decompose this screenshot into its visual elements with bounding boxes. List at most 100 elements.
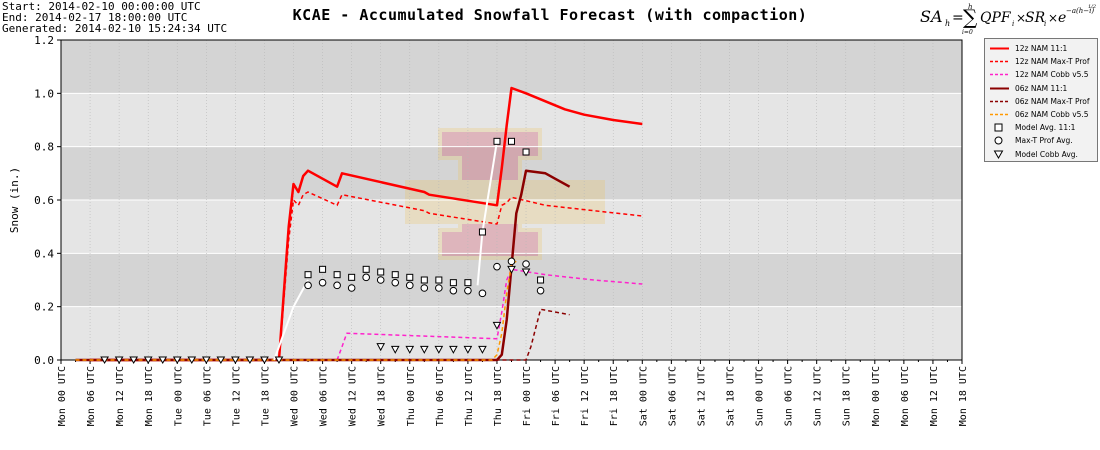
formula-sr: SR (1025, 10, 1046, 26)
avg-marker-triangle (419, 345, 429, 354)
avg-marker-square (449, 279, 457, 287)
avg-marker-square (508, 137, 515, 145)
formula-qpf: QPF (980, 10, 1012, 26)
x-tick-label: Mon 06 UTC (86, 366, 97, 426)
avg-marker-square (537, 276, 545, 284)
x-tick-label: Wed 12 UTC (348, 366, 359, 426)
background-band (61, 93, 962, 147)
formula-e: e (1058, 10, 1066, 26)
x-tick-label: Mon 00 UTC (57, 366, 68, 426)
generated-time: Generated: 2014-02-10 15:24:34 UTC (2, 22, 228, 35)
y-axis-label: Snow (in.) (8, 167, 21, 233)
run-info: Start: 2014-02-10 00:00:00 UTC End: 2014-… (2, 1, 227, 34)
legend-swatch (990, 87, 1009, 90)
x-tick-label: Fri 18 UTC (609, 366, 620, 426)
legend-swatch (990, 74, 1009, 76)
avg-marker-triangle (201, 356, 211, 364)
avg-marker-triangle (274, 356, 284, 364)
series-line (75, 260, 517, 361)
x-tick-label: Thu 06 UTC (435, 366, 446, 426)
legend-label: 12z NAM Cobb v5.5 (1015, 70, 1089, 80)
avg-marker-triangle (492, 321, 502, 330)
avg-marker-square (493, 137, 501, 145)
avg-marker-triangle (245, 356, 255, 364)
avg-marker-triangle (216, 356, 226, 364)
background-band (61, 200, 962, 254)
x-tick-label: Fri 00 UTC (522, 366, 533, 426)
avg-marker-triangle (390, 345, 400, 354)
legend-swatch (994, 136, 1003, 145)
x-tick-label: Thu 12 UTC (464, 366, 475, 426)
avg-marker-circle (347, 284, 356, 292)
legend-entry: 12z NAM 11:1 (985, 42, 1097, 55)
background-bands (61, 40, 962, 360)
legend-swatch (993, 150, 1004, 159)
avg-marker-triangle (405, 345, 415, 354)
x-tick-label: Mon 00 UTC (871, 366, 882, 426)
legend-square-icon (994, 123, 1003, 132)
avg-marker-circle (464, 286, 472, 295)
x-tick-label: Mon 12 UTC (115, 366, 126, 426)
legend-swatch (990, 60, 1009, 63)
avg-marker-circle (522, 260, 530, 268)
avg-marker-triangle (478, 345, 487, 354)
avg-marker-square (391, 271, 399, 279)
x-tick-label: Sat 18 UTC (725, 366, 736, 426)
y-tick-label: 0.0 (34, 354, 54, 367)
avg-marker-triangle (172, 356, 182, 364)
avg-marker-circle (420, 284, 429, 292)
legend-entry: 06z NAM 11:1 (985, 82, 1097, 95)
avg-marker-square (362, 265, 370, 273)
end-time: End: 2014-02-17 18:00:00 UTC (2, 11, 188, 24)
avg-marker-square (522, 148, 530, 156)
avg-marker-triangle (158, 356, 168, 364)
avg-marker-circle (435, 284, 443, 292)
legend-label: 12z NAM 11:1 (1015, 44, 1068, 53)
snowfall-chart: 0.0 0.2 0.4 0.6 0.8 1.0 1.2 Snow (in.) Mon 00 … (8, 34, 969, 426)
avg-marker-square (435, 276, 443, 284)
legend-label: 06z NAM Cobb v5.5 (1015, 110, 1089, 119)
x-tick-label: Sat 12 UTC (696, 366, 707, 426)
x-tick-label: Sat 06 UTC (667, 366, 678, 426)
legend-label: Model Cobb Avg. (1015, 149, 1078, 159)
avg-marker-triangle (187, 356, 197, 364)
legend-circle-icon (994, 136, 1003, 145)
avg-marker-circle (478, 289, 487, 298)
formula-sr-sub: i (1044, 20, 1046, 28)
avg-marker-circle (536, 286, 545, 295)
legend-label: Model Avg. 11:1 (1015, 123, 1076, 133)
legend-label: Max-T Prof Avg. (1015, 136, 1073, 146)
start-time: Start: 2014-02-10 00:00:00 UTC (2, 0, 201, 13)
average-markers (100, 137, 545, 364)
avg-marker-circle (376, 276, 385, 284)
background-band (61, 146, 962, 200)
avg-marker-circle (449, 286, 458, 295)
avg-marker-square (304, 271, 312, 279)
avg-marker-triangle (507, 265, 516, 274)
legend-entry: 06z NAM Max-T Prof (985, 95, 1097, 108)
x-tick-label: Tue 12 UTC (231, 366, 242, 426)
x-tick-label: Mon 18 UTC (144, 366, 155, 426)
snow-accumulation-formula: SA h = h ∑ i=0 QPF i × SR i × e −a(h−i) … (920, 3, 1096, 36)
legend: 12z NAM 11:1 12z NAM Max-T Prof 12z NAM Co… (984, 38, 1098, 162)
formula-times-1: × (1016, 11, 1026, 25)
y-tick-label: 0.8 (34, 141, 54, 154)
avg-marker-circle (493, 262, 501, 271)
x-tick-label: Mon 12 UTC (929, 366, 940, 426)
background-band (61, 40, 962, 94)
avg-marker-triangle (449, 345, 458, 354)
avg-marker-circle (304, 281, 312, 290)
series-line (90, 86, 643, 362)
x-tick-label: Thu 18 UTC (493, 366, 504, 426)
avg-marker-square (478, 228, 486, 236)
x-tick-label: Thu 00 UTC (406, 366, 417, 426)
x-tick-label: Sun 12 UTC (813, 366, 824, 426)
legend-entry: Model Cobb Avg. (985, 148, 1097, 161)
avg-marker-triangle (129, 356, 139, 364)
x-tick-label: Fri 06 UTC (551, 366, 562, 426)
formula-exponent: −a(h−i) (1066, 7, 1094, 15)
x-tick-label: Tue 00 UTC (173, 366, 184, 426)
y-axis-ticks: 0.0 0.2 0.4 0.6 0.8 1.0 1.2 (34, 34, 61, 367)
avg-marker-triangle (521, 268, 531, 277)
legend-entry: Max-T Prof Avg. (985, 134, 1097, 147)
